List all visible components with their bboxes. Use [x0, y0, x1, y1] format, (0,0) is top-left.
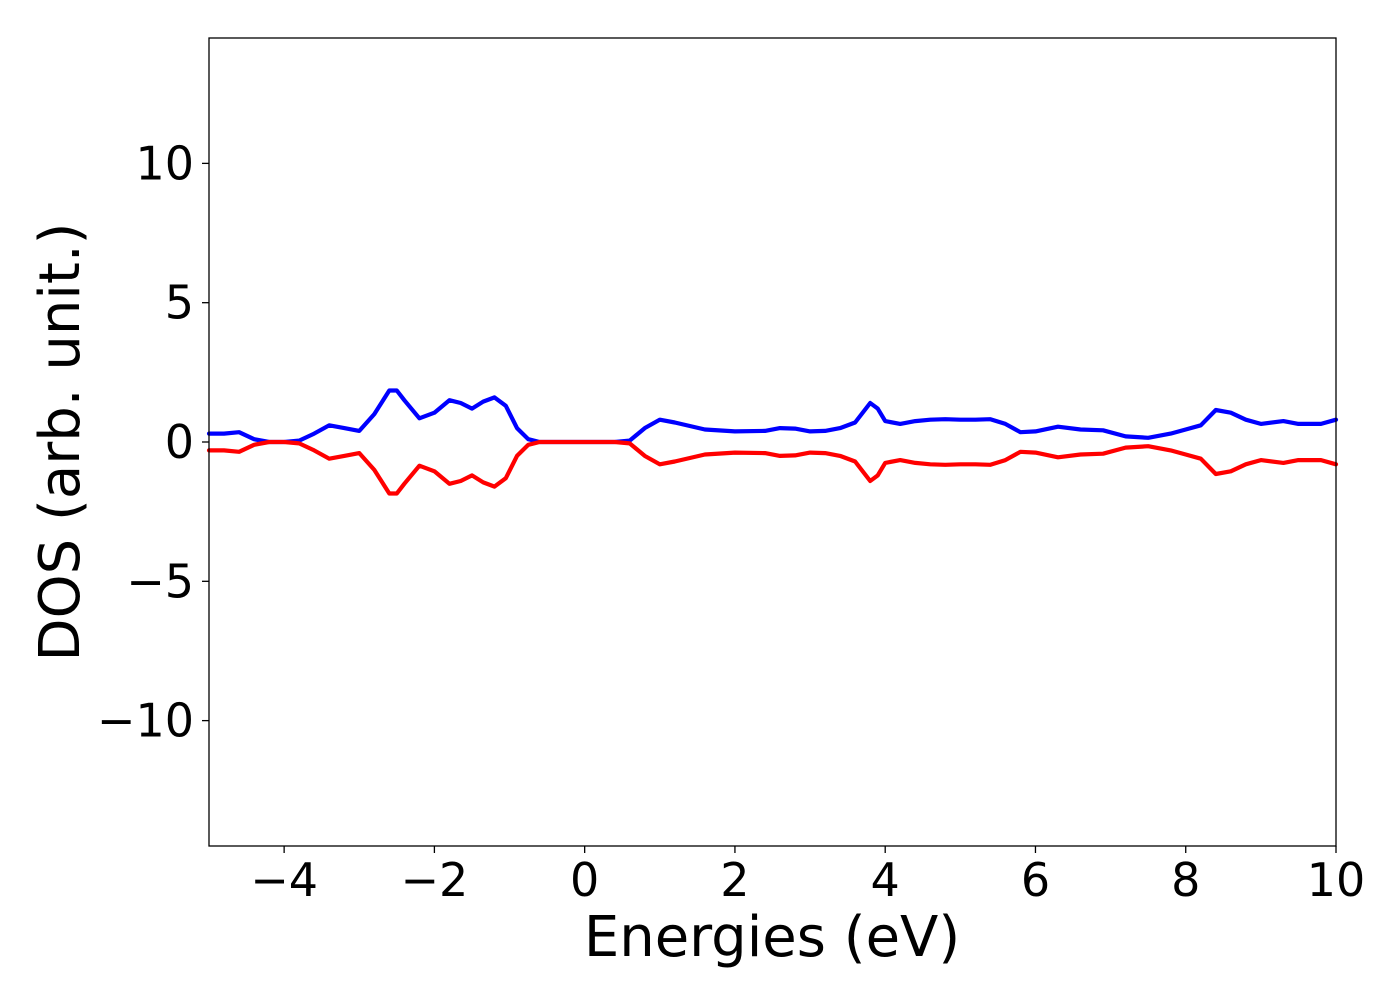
series-line-2 — [206, 439, 1339, 496]
x-tick-label: 10 — [1307, 853, 1366, 907]
x-tick-label: 2 — [720, 853, 749, 907]
x-axis-label: Energies (eV) — [584, 905, 960, 970]
y-tick-label: 5 — [165, 276, 194, 330]
y-axis-ticks: −10 −5 0 5 10 — [97, 136, 209, 748]
x-tick-label: 6 — [1021, 853, 1050, 907]
x-axis-ticks: −4 −2 0 2 4 6 8 10 — [250, 846, 1365, 907]
y-tick-label: 10 — [135, 136, 194, 190]
x-tick-label: −4 — [250, 853, 318, 907]
plot-area — [206, 388, 1339, 496]
y-tick-label: −10 — [97, 694, 194, 748]
x-tick-label: 4 — [871, 853, 900, 907]
x-tick-label: 0 — [570, 853, 599, 907]
y-tick-label: −5 — [126, 554, 194, 608]
series-line-1 — [206, 388, 1339, 445]
plot-frame — [208, 37, 1337, 847]
x-tick-label: 8 — [1171, 853, 1200, 907]
y-tick-label: 0 — [165, 415, 194, 469]
x-tick-label: −2 — [400, 853, 468, 907]
y-axis-label: DOS (arb. unit.) — [28, 222, 93, 661]
